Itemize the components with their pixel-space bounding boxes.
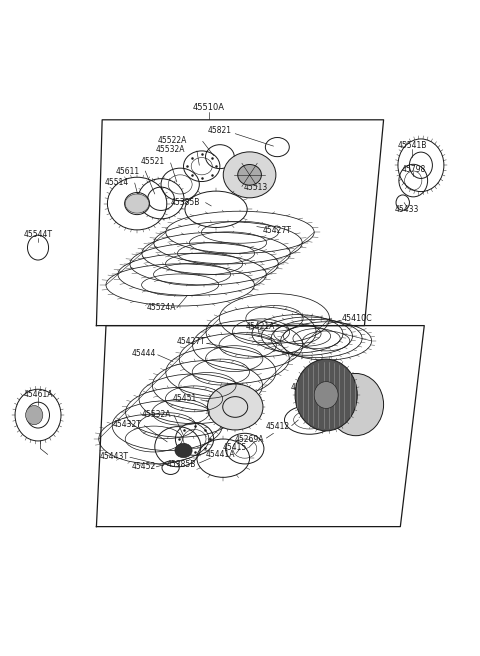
Ellipse shape (295, 359, 357, 431)
Ellipse shape (238, 165, 262, 185)
Text: 45441A: 45441A (205, 450, 235, 459)
Text: 45421A: 45421A (246, 322, 275, 331)
Text: 45269A: 45269A (235, 435, 264, 444)
Text: 45532A: 45532A (142, 409, 171, 419)
Text: 45798: 45798 (401, 165, 425, 174)
Text: 45541B: 45541B (397, 140, 427, 150)
Ellipse shape (125, 194, 149, 213)
Text: 45544T: 45544T (24, 230, 52, 239)
Text: 45412: 45412 (265, 422, 289, 430)
Ellipse shape (175, 443, 192, 458)
Text: 45461A: 45461A (23, 390, 53, 399)
Text: 45514: 45514 (105, 178, 129, 186)
Text: 45452: 45452 (131, 462, 156, 471)
Text: 45433: 45433 (395, 205, 419, 214)
Text: 45385B: 45385B (167, 460, 196, 469)
Ellipse shape (314, 382, 338, 409)
Ellipse shape (328, 373, 384, 436)
Text: 45444: 45444 (132, 349, 156, 358)
Ellipse shape (223, 152, 276, 198)
Ellipse shape (207, 384, 263, 430)
Text: 45521: 45521 (141, 157, 165, 166)
Text: 45611: 45611 (290, 383, 314, 392)
Text: 45821: 45821 (208, 127, 232, 135)
Text: 45427T: 45427T (263, 226, 292, 236)
Text: 45510A: 45510A (193, 104, 225, 112)
Text: 45385B: 45385B (170, 198, 200, 207)
Text: 45524A: 45524A (146, 303, 176, 312)
Text: 45427T: 45427T (177, 337, 205, 346)
Text: 45415: 45415 (222, 443, 246, 452)
Text: 45432T: 45432T (112, 420, 141, 429)
Text: 45532A: 45532A (156, 146, 185, 154)
Text: 45435: 45435 (326, 404, 351, 413)
Text: 45522A: 45522A (157, 136, 187, 145)
Text: 45451: 45451 (173, 394, 197, 403)
Text: 45611: 45611 (116, 167, 140, 176)
Text: 45443T: 45443T (100, 452, 129, 461)
Text: 45513: 45513 (243, 183, 267, 192)
Text: 45410C: 45410C (341, 314, 372, 323)
Ellipse shape (25, 405, 43, 424)
